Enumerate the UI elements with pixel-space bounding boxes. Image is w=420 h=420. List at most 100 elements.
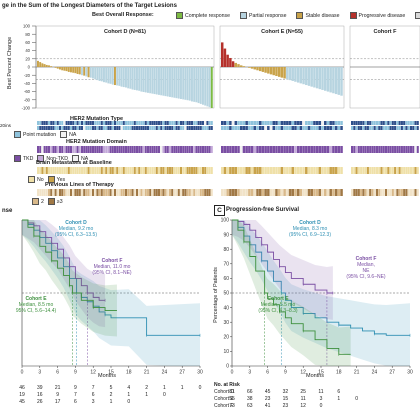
brain-mets-cell (169, 167, 171, 174)
previous-lines-cell (355, 189, 358, 196)
her2-domain-cell (109, 146, 112, 153)
risk-count: 7 (91, 385, 95, 391)
km-x-tick-label: 12 (90, 370, 96, 376)
brain-mets-cell (385, 167, 388, 174)
brain-mets-cell (48, 167, 50, 174)
her2-domain-cell (269, 146, 273, 153)
her2-type-cell (329, 126, 332, 130)
brain-mets-cell (302, 167, 305, 174)
previous-lines-cell (239, 189, 243, 196)
waterfall-bar (288, 67, 292, 81)
risk-count: 5 (109, 385, 113, 391)
her2-type-cell (332, 121, 335, 125)
her2-domain-cell (74, 146, 77, 153)
her2-type-cell (133, 121, 136, 125)
brain-mets-cell (202, 167, 204, 174)
legend-item-two-lines: 2 (32, 198, 44, 205)
km-x-tick-label: 3 (38, 370, 41, 376)
her2-type-cell (288, 126, 292, 130)
her2-domain-cell (204, 146, 207, 153)
her2-type-cell (166, 121, 169, 125)
her2-domain-cell (76, 146, 79, 153)
her2-type-cell (302, 126, 305, 130)
her2-type-cell (396, 121, 399, 125)
her2-domain-cell (226, 146, 229, 153)
brain-mets-cell (261, 167, 265, 174)
brain-mets-cell (387, 167, 390, 174)
previous-lines-cell (158, 189, 160, 196)
her2-type-cell (277, 121, 281, 125)
her2-type-cell (283, 126, 286, 130)
her2-type-cell (45, 126, 48, 130)
brain-mets-cell (305, 167, 308, 174)
her2-type-cell (70, 121, 72, 125)
previous-lines-cell (72, 189, 75, 196)
previous-lines-cell (272, 189, 276, 196)
her2-type-cell (394, 126, 397, 130)
km-survival-curve (232, 219, 410, 336)
previous-lines-cell (337, 189, 341, 196)
km-annotation-line: (95% CI, 6.9–12.3) (289, 232, 331, 238)
waterfall-bar (109, 67, 112, 84)
her2-domain-cell (391, 146, 394, 153)
her2-type-cell (103, 126, 105, 130)
her2-type-cell (116, 126, 119, 130)
her2-type-cell (81, 121, 83, 125)
previous-lines-cell (166, 189, 169, 196)
response-legend-swatch (349, 12, 357, 19)
waterfall-bar (67, 67, 70, 72)
brain-mets-cell (256, 167, 259, 174)
risk-count: 23 (264, 396, 271, 402)
her2-domain-cell (155, 146, 158, 153)
her2-type-cell (142, 126, 145, 130)
risk-row-label: Cohort E (214, 396, 234, 402)
previous-lines-cell (380, 189, 383, 196)
brain-mets-cell (405, 167, 408, 174)
km-annotation-line: (95% CI, 9.6–NE) (346, 274, 386, 280)
km-survival-curve (232, 219, 333, 294)
brain-mets-cell (360, 167, 363, 174)
waterfall-bar (202, 67, 204, 105)
her2-type-cell (72, 121, 75, 125)
brain-mets-cell (378, 167, 381, 174)
previous-lines-cell (357, 189, 360, 196)
her2-type-cell (138, 126, 141, 130)
legend-item-non-tkd: Non-TKD (37, 155, 68, 162)
her2-domain-cell (133, 146, 136, 153)
legend-item-three-plus-lines: ≥3 (47, 198, 63, 205)
brain-mets-cell (208, 167, 211, 174)
response-legend-swatch (415, 12, 420, 19)
her2-domain-cell (253, 146, 257, 153)
her2-type-cell (353, 126, 356, 130)
panel-c-title: Progression-free Survival (226, 207, 300, 213)
her2-domain-cell (318, 146, 322, 153)
waterfall-bar (197, 67, 200, 104)
her2-type-cell (229, 121, 232, 125)
her2-type-cell (283, 121, 286, 125)
her2-type-cell (210, 126, 213, 130)
brain-mets-cell (182, 167, 185, 174)
waterfall-bar (318, 67, 322, 90)
waterfall-bar (302, 67, 305, 85)
waterfall-bar (324, 67, 327, 91)
km-x-tick-label: 15 (318, 370, 324, 376)
her2-type-cell (188, 126, 191, 130)
brain-mets-cell (283, 167, 286, 174)
her2-type-cell (140, 121, 143, 125)
previous-lines-cell (291, 189, 294, 196)
brain-mets-cell (92, 167, 94, 174)
her2-type-cell (94, 121, 97, 125)
her2-domain-cell (85, 146, 88, 153)
her2-domain-cell (140, 146, 143, 153)
previous-lines-cell (364, 189, 367, 196)
her2-domain-cell (385, 146, 388, 153)
previous-lines-cell (250, 189, 254, 196)
km-survival-curve (22, 219, 117, 311)
km-annotation-line: Cohort E (25, 296, 47, 302)
previous-lines-cell (122, 189, 125, 196)
risk-count: 63 (247, 403, 253, 409)
her2-type-cell (355, 126, 358, 130)
previous-lines-cell (400, 189, 403, 196)
brain-mets-cell (175, 167, 178, 174)
her2-type-cell (114, 126, 116, 130)
